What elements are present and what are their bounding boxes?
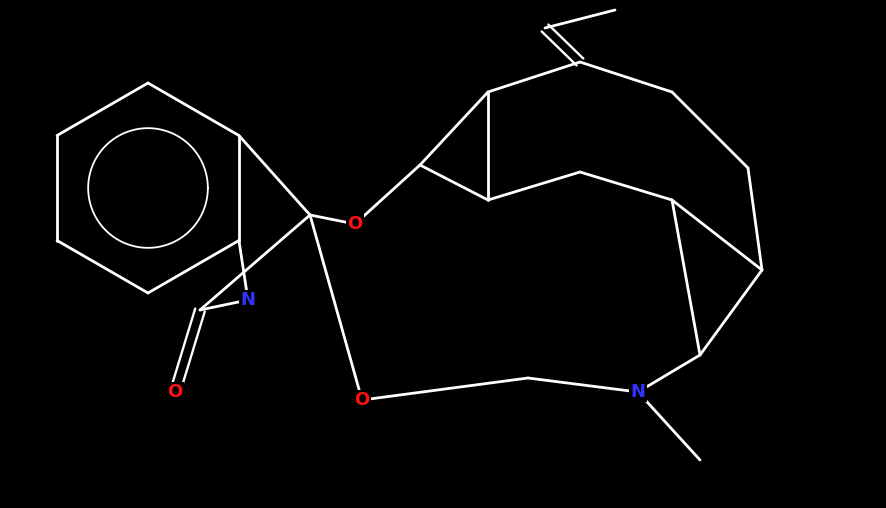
- Text: O: O: [354, 391, 369, 409]
- Text: N: N: [240, 291, 255, 309]
- Text: O: O: [347, 215, 362, 233]
- Text: N: N: [630, 383, 645, 401]
- Text: O: O: [167, 383, 183, 401]
